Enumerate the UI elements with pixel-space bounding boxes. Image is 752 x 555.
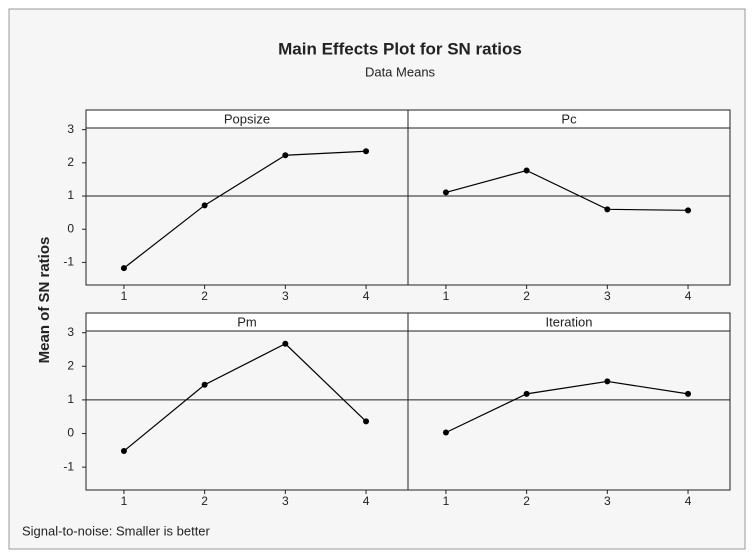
y-tick-label: 1	[67, 188, 74, 202]
y-tick-label: 2	[67, 358, 74, 372]
panel-title: Iteration	[546, 314, 593, 329]
x-tick-label: 3	[604, 289, 611, 303]
x-tick-label: 2	[523, 289, 530, 303]
x-tick-label: 3	[282, 494, 289, 508]
x-tick-label: 2	[523, 494, 530, 508]
data-point	[282, 152, 288, 158]
panel	[408, 128, 730, 285]
x-tick-label: 1	[443, 289, 450, 303]
data-point	[121, 448, 127, 454]
y-tick-label: -1	[63, 255, 74, 269]
data-point	[202, 382, 208, 388]
x-tick-label: 4	[363, 494, 370, 508]
data-point	[282, 341, 288, 347]
panel	[408, 331, 730, 490]
y-tick-label: 3	[67, 325, 74, 339]
x-tick-label: 2	[201, 289, 208, 303]
x-tick-label: 1	[121, 494, 128, 508]
data-point	[524, 167, 530, 173]
panel	[86, 331, 408, 490]
x-tick-label: 1	[443, 494, 450, 508]
chart-subtitle: Data Means	[365, 64, 436, 79]
y-tick-label: 0	[67, 426, 74, 440]
y-tick-label: 2	[67, 155, 74, 169]
chart-title: Main Effects Plot for SN ratios	[278, 39, 522, 58]
data-point	[685, 207, 691, 213]
y-tick-label: 3	[67, 122, 74, 136]
data-point	[202, 202, 208, 208]
data-point	[363, 418, 369, 424]
data-point	[604, 206, 610, 212]
data-point	[443, 430, 449, 436]
data-point	[443, 189, 449, 195]
y-tick-label: 0	[67, 221, 74, 235]
x-tick-label: 4	[685, 494, 692, 508]
chart: Main Effects Plot for SN ratios Data Mea…	[0, 0, 752, 555]
panel-title: Pc	[561, 111, 577, 126]
y-axis-label: Mean of SN ratios	[36, 237, 53, 364]
data-point	[121, 265, 127, 271]
data-point	[363, 148, 369, 154]
data-point	[685, 391, 691, 397]
y-tick-label: 1	[67, 392, 74, 406]
x-tick-label: 1	[121, 289, 128, 303]
footnote: Signal-to-noise: Smaller is better	[22, 523, 211, 538]
x-tick-label: 4	[685, 289, 692, 303]
panel-title: Pm	[237, 314, 257, 329]
data-point	[604, 378, 610, 384]
x-tick-label: 2	[201, 494, 208, 508]
panel-title: Popsize	[224, 111, 270, 126]
x-tick-label: 3	[604, 494, 611, 508]
x-tick-label: 4	[363, 289, 370, 303]
y-tick-label: -1	[63, 459, 74, 473]
x-tick-label: 3	[282, 289, 289, 303]
data-point	[524, 391, 530, 397]
